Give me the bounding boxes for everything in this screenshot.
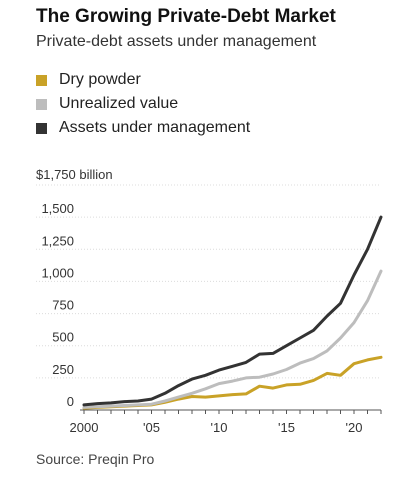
legend-label-unrealized-value: Unrealized value xyxy=(59,95,179,112)
legend-label-assets-under-management: Assets under management xyxy=(59,119,251,136)
y-tick-label: 250 xyxy=(52,362,74,377)
x-tick-label: 2000 xyxy=(70,420,99,435)
x-tick-label: '10 xyxy=(211,420,228,435)
legend-swatch-dry-powder xyxy=(36,74,47,86)
legend-item-unrealized-value: Unrealized value xyxy=(36,92,250,116)
y-tick-label: 750 xyxy=(52,298,74,313)
legend-item-assets-under-management: Assets under management xyxy=(36,116,250,140)
series-line-unrealized-value xyxy=(82,269,383,409)
y-tick-label: 1,250 xyxy=(41,233,74,248)
legend: Dry powder Unrealized value Assets under… xyxy=(36,68,250,140)
x-tick-label: '15 xyxy=(278,420,295,435)
y-tick-label: 1,000 xyxy=(41,265,74,280)
chart-source: Source: Preqin Pro xyxy=(36,451,155,467)
legend-swatch-unrealized-value xyxy=(36,98,47,110)
legend-swatch-assets-under-management xyxy=(36,122,47,134)
grid-lines xyxy=(36,184,381,379)
series-lines xyxy=(82,215,383,410)
y-unit-label: $1,750 billion xyxy=(36,167,113,182)
x-tick-label: '20 xyxy=(346,420,363,435)
y-tick-label: 500 xyxy=(52,330,74,345)
legend-item-dry-powder: Dry powder xyxy=(36,68,250,92)
chart-subtitle: Private-debt assets under management xyxy=(36,33,317,50)
chart-title: The Growing Private-Debt Market xyxy=(36,6,336,27)
y-tick-label: 1,500 xyxy=(41,201,74,216)
axes xyxy=(80,409,382,414)
x-tick-label: '05 xyxy=(143,420,160,435)
y-tick-label: 0 xyxy=(67,394,74,409)
legend-label-dry-powder: Dry powder xyxy=(59,71,141,88)
series-line-assets-under-management xyxy=(82,215,383,407)
tick-labels: $1,750 billion 0 250 500 750 1,000 1,250 1,500 2… xyxy=(36,167,362,435)
